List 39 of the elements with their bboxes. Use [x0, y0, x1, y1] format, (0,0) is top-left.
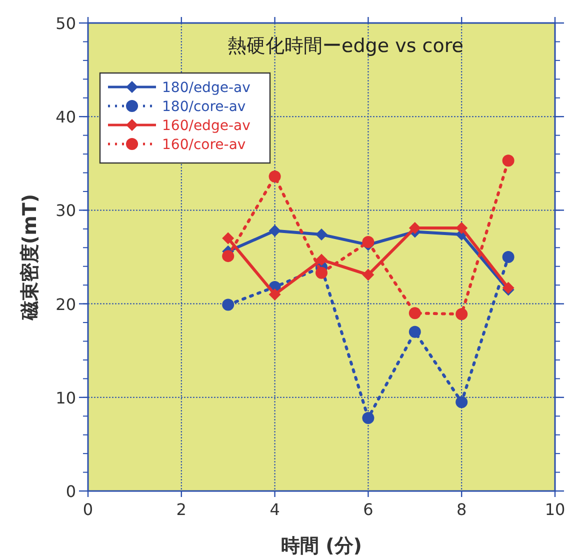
x-tick-label: 2 — [176, 500, 186, 519]
point — [408, 222, 421, 234]
point — [362, 412, 374, 424]
point — [456, 308, 468, 320]
point — [362, 268, 374, 281]
point — [316, 266, 328, 279]
y-tick-label: 40 — [56, 108, 76, 127]
y-tick-label: 0 — [66, 482, 76, 501]
x-tick-label: 0 — [82, 500, 94, 519]
point — [222, 232, 234, 244]
point — [502, 251, 514, 263]
legend-label: 180/edge-av — [162, 80, 250, 96]
x-tick-label: 10 — [544, 500, 566, 519]
y-tick-label: 20 — [56, 294, 76, 314]
legend-label: 180/core-av — [162, 99, 246, 115]
point — [408, 326, 421, 338]
point — [362, 236, 374, 248]
y-tick-label: 30 — [56, 201, 76, 220]
legend-label: 160/edge-av — [162, 118, 250, 134]
x-tick-label: 6 — [363, 500, 374, 519]
y-axis-title: 磁束密度(mT) — [19, 194, 41, 322]
point — [268, 288, 281, 300]
point — [222, 298, 234, 311]
point — [456, 222, 468, 234]
point — [268, 170, 281, 183]
x-tick-label: 4 — [270, 500, 280, 519]
point — [268, 224, 281, 237]
legend-label: 160/core-av — [162, 137, 246, 153]
point — [222, 250, 234, 262]
point — [316, 228, 328, 241]
text: 熱硬化時間ーedge vs core — [228, 35, 464, 57]
y-tick-label: 10 — [56, 388, 76, 408]
x-tick-label: 8 — [456, 500, 467, 519]
y-tick-label: 50 — [56, 14, 76, 33]
point — [502, 154, 514, 167]
point — [316, 254, 328, 266]
point — [456, 396, 468, 408]
point — [408, 307, 421, 320]
x-axis-title: 時間 (分) — [281, 535, 362, 557]
